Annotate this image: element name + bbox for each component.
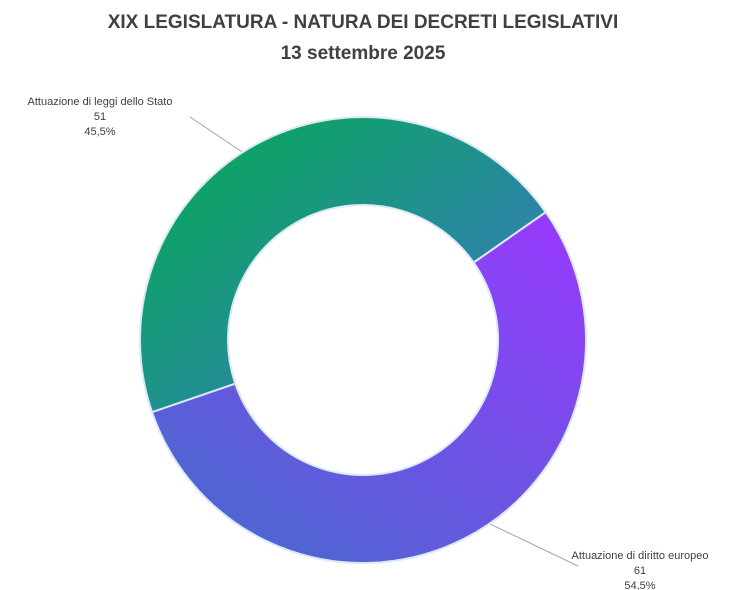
value-label: 61 [634,565,646,577]
chart-title: XIX LEGISLATURA - NATURA DEI DECRETI LEG… [108,12,619,33]
donut-segment [139,116,548,414]
percentage-label: 45,5% [84,126,115,138]
percentage-label: 54,5% [624,580,655,590]
category-label: Attuazione di diritto europeo [572,550,709,562]
value-label: 51 [94,111,106,123]
category-label: Attuazione di leggi dello Stato [28,96,173,108]
chart-subtitle: 13 settembre 2025 [281,43,446,64]
donut-segment [150,210,587,564]
